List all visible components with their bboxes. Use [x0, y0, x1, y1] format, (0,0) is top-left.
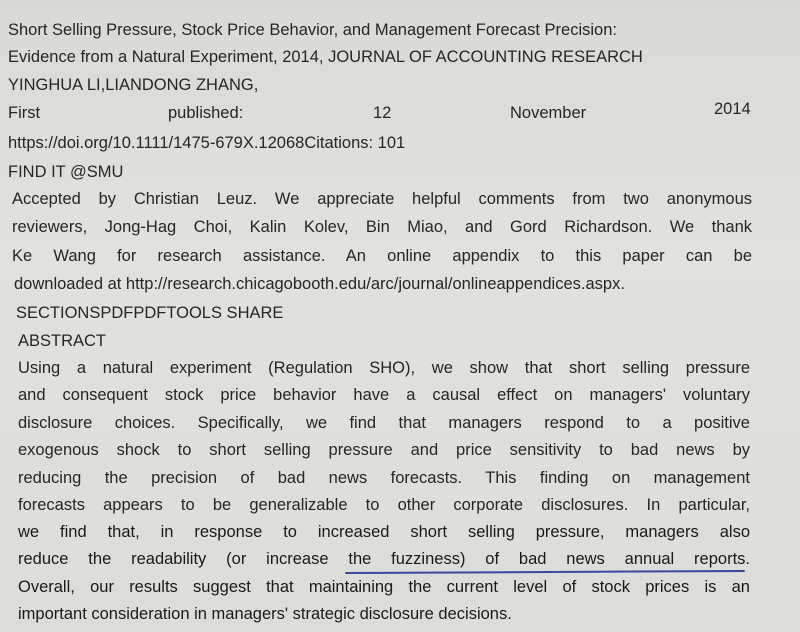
ack-line: Ke Wang for research assistance. An onli…	[12, 247, 752, 265]
abstract-line: and consequent stock price behavior have…	[18, 386, 750, 404]
authors: YINGHUA LI,LIANDONG ZHANG,	[8, 76, 259, 94]
ack-line: downloaded at http://research.chicagoboo…	[14, 275, 625, 293]
doi-citations[interactable]: https://doi.org/10.1111/1475-679X.12068C…	[8, 134, 406, 152]
ack-line: reviewers, Jong-Hag Choi, Kalin Kolev, B…	[12, 218, 752, 236]
abstract-line: important consideration in managers' str…	[18, 605, 512, 623]
find-it-link[interactable]: FIND IT @SMU	[8, 163, 124, 181]
first-label: First	[8, 104, 41, 122]
abstract-line: exogenous shock to short selling pressur…	[18, 441, 750, 459]
abstract-heading: ABSTRACT	[18, 332, 107, 350]
pen-underline	[344, 569, 746, 575]
published-label: published:	[168, 104, 244, 122]
abstract-line: forecasts appears to be generalizable to…	[18, 496, 750, 514]
abstract-line: Using a natural experiment (Regulation S…	[18, 359, 750, 377]
abstract-line: disclosure choices. Specifically, we fin…	[18, 414, 750, 432]
publish-month: November	[510, 104, 587, 122]
publish-year: 2014	[714, 100, 751, 118]
ack-line: Accepted by Christian Leuz. We appreciat…	[12, 190, 752, 208]
publish-day: 12	[373, 104, 392, 122]
section-toolbar[interactable]: SECTIONSPDFPDFTOOLS SHARE	[16, 304, 284, 322]
title-line-1: Short Selling Pressure, Stock Price Beha…	[8, 21, 617, 39]
abstract-line: reduce the readability (or increase the …	[18, 550, 750, 568]
abstract-line: we find that, in response to increased s…	[18, 523, 750, 541]
abstract-line: Overall, our results suggest that mainta…	[18, 578, 750, 596]
title-line-2: Evidence from a Natural Experiment, 2014…	[8, 48, 643, 66]
abstract-line: reducing the precision of bad news forec…	[18, 469, 750, 487]
